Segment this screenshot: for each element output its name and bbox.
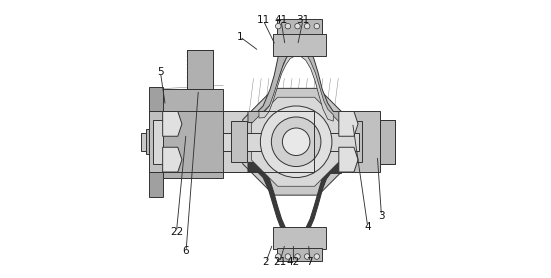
Bar <box>380 120 395 164</box>
Bar <box>273 227 326 249</box>
Polygon shape <box>248 34 342 123</box>
Text: 1: 1 <box>236 32 243 42</box>
Bar <box>153 120 185 164</box>
Polygon shape <box>163 147 182 172</box>
Text: 7: 7 <box>306 257 313 267</box>
Polygon shape <box>259 50 333 121</box>
Circle shape <box>282 128 310 155</box>
Polygon shape <box>339 147 358 172</box>
Bar <box>223 133 296 151</box>
Bar <box>296 133 359 151</box>
Text: 2: 2 <box>263 257 269 267</box>
Text: 41: 41 <box>274 15 288 25</box>
Bar <box>347 121 362 162</box>
Bar <box>277 19 322 34</box>
Text: 22: 22 <box>170 227 183 237</box>
Bar <box>187 49 213 90</box>
Bar <box>231 121 247 162</box>
Bar <box>187 49 213 90</box>
Text: 42: 42 <box>287 257 300 267</box>
Bar <box>339 111 380 172</box>
Bar <box>141 133 147 151</box>
Bar <box>149 111 189 172</box>
Text: 3: 3 <box>378 210 385 220</box>
Bar <box>277 248 322 262</box>
Text: 6: 6 <box>183 246 190 256</box>
Bar <box>149 111 314 172</box>
Text: 11: 11 <box>256 15 270 25</box>
Circle shape <box>304 23 310 29</box>
Circle shape <box>295 23 300 29</box>
Circle shape <box>272 117 321 167</box>
Circle shape <box>261 106 332 178</box>
Circle shape <box>276 23 281 29</box>
Bar <box>146 129 151 154</box>
Polygon shape <box>243 88 349 195</box>
Bar <box>163 90 223 178</box>
Polygon shape <box>248 162 342 239</box>
Bar <box>273 34 326 56</box>
Polygon shape <box>163 111 182 136</box>
Circle shape <box>314 23 320 29</box>
Circle shape <box>285 23 290 29</box>
Circle shape <box>295 254 300 259</box>
Circle shape <box>276 254 281 259</box>
Circle shape <box>314 254 320 259</box>
Bar <box>380 120 395 164</box>
Circle shape <box>304 254 310 259</box>
Polygon shape <box>252 97 341 186</box>
Bar <box>149 111 314 172</box>
Text: 21: 21 <box>273 257 287 267</box>
Polygon shape <box>339 111 358 136</box>
Text: 5: 5 <box>157 67 164 77</box>
Text: 4: 4 <box>364 222 371 232</box>
Bar <box>149 172 163 197</box>
Bar <box>149 87 163 111</box>
Text: 31: 31 <box>296 15 310 25</box>
Circle shape <box>285 254 290 259</box>
